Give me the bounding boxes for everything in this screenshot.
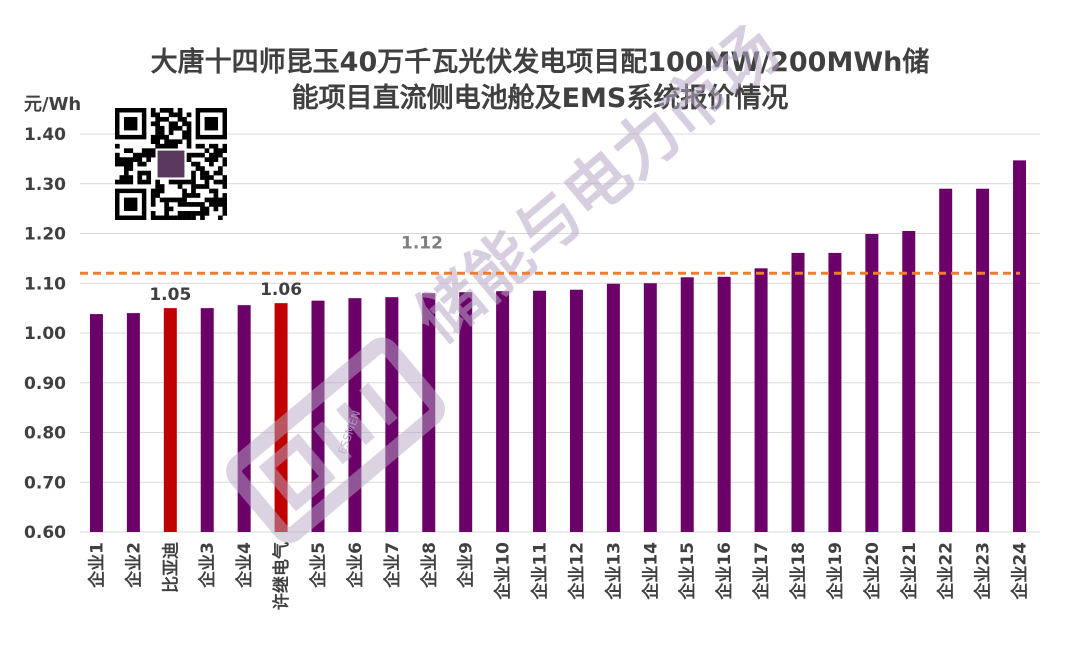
category-label: 企业20 (862, 542, 883, 601)
bar (643, 283, 657, 532)
category-label: 企业4 (234, 542, 255, 589)
bar (976, 188, 990, 532)
bar (791, 252, 805, 532)
category-label: 企业6 (345, 542, 366, 589)
category-label: 企业22 (936, 542, 957, 601)
category-label: 企业8 (419, 542, 440, 589)
bar (459, 292, 473, 532)
bar (496, 291, 510, 532)
y-axis-unit-label: 元/Wh (24, 94, 82, 115)
chart-title-line1: 大唐十四师昆玉40万千瓦光伏发电项目配100MW/200MWh储 (150, 47, 930, 78)
category-label: 企业3 (197, 542, 218, 589)
category-label: 企业16 (714, 542, 735, 601)
bar (717, 276, 731, 532)
y-tick-label: 1.20 (24, 225, 66, 245)
bar (200, 308, 214, 532)
category-label: 企业2 (123, 542, 144, 589)
bar (126, 313, 140, 532)
data-label: 1.06 (260, 280, 302, 300)
category-label: 企业14 (640, 542, 661, 601)
y-axis-ticks: 0.60 0.70 0.80 0.90 1.00 1.10 1.20 1.30 1.40 (24, 125, 66, 543)
y-tick-label: 1.00 (24, 324, 66, 344)
category-label: 企业7 (382, 542, 403, 589)
y-tick-label: 0.80 (24, 424, 66, 444)
category-label: 企业18 (788, 542, 809, 601)
category-label: 比亚迪 (160, 542, 181, 593)
average-line-group: 1.12 (80, 233, 1020, 275)
bar (754, 268, 768, 532)
bar (569, 289, 583, 532)
category-label: 企业10 (493, 542, 514, 601)
bar (939, 188, 953, 532)
category-label: 许继电气 (271, 542, 292, 610)
bar (89, 314, 103, 532)
bar (902, 231, 916, 532)
y-tick-label: 0.70 (24, 473, 66, 493)
data-label: 1.05 (149, 285, 191, 305)
bar (163, 308, 177, 532)
bar (1013, 160, 1027, 532)
category-label: 企业23 (973, 542, 994, 601)
y-tick-label: 1.40 (24, 125, 66, 145)
category-label: 企业5 (308, 542, 329, 589)
bar (865, 233, 879, 532)
category-label: 企业17 (751, 542, 772, 601)
category-label: 企业24 (1010, 542, 1031, 601)
watermark-text: 储能与电力市场 (403, 13, 794, 358)
average-label: 1.12 (401, 233, 443, 253)
data-labels: 1.05 1.06 (149, 280, 302, 305)
y-tick-label: 0.90 (24, 374, 66, 394)
category-label: 企业12 (566, 542, 587, 601)
category-label: 企业11 (530, 542, 551, 601)
bar (680, 277, 694, 532)
bar (606, 283, 620, 532)
y-tick-label: 0.60 (24, 523, 66, 543)
watermark: 储能与电力市场 ESSMEN (226, 13, 794, 543)
bar (533, 290, 547, 532)
category-label: 企业9 (456, 542, 477, 589)
y-tick-label: 1.10 (24, 274, 66, 294)
qr-code-icon (115, 108, 227, 220)
chart-title-line2: 能项目直流侧电池舱及EMS系统报价情况 (291, 83, 789, 114)
category-label: 企业13 (603, 542, 624, 601)
category-label: 企业21 (899, 542, 920, 601)
category-labels: 企业1 企业2 比亚迪 企业3 企业4 许继电气 企业5 企业6 企业7 企业8 企业9 企业10 企业… (86, 542, 1030, 610)
category-label: 企业19 (825, 542, 846, 601)
y-tick-label: 1.30 (24, 175, 66, 195)
category-label: 企业15 (677, 542, 698, 601)
bar (311, 300, 325, 532)
category-label: 企业1 (86, 542, 107, 589)
bar (828, 252, 842, 532)
watermark-logo-icon (226, 337, 445, 543)
